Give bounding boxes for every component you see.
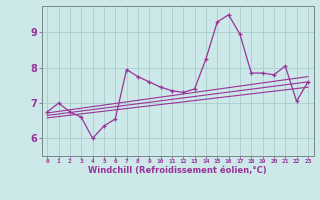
X-axis label: Windchill (Refroidissement éolien,°C): Windchill (Refroidissement éolien,°C) [88, 166, 267, 175]
